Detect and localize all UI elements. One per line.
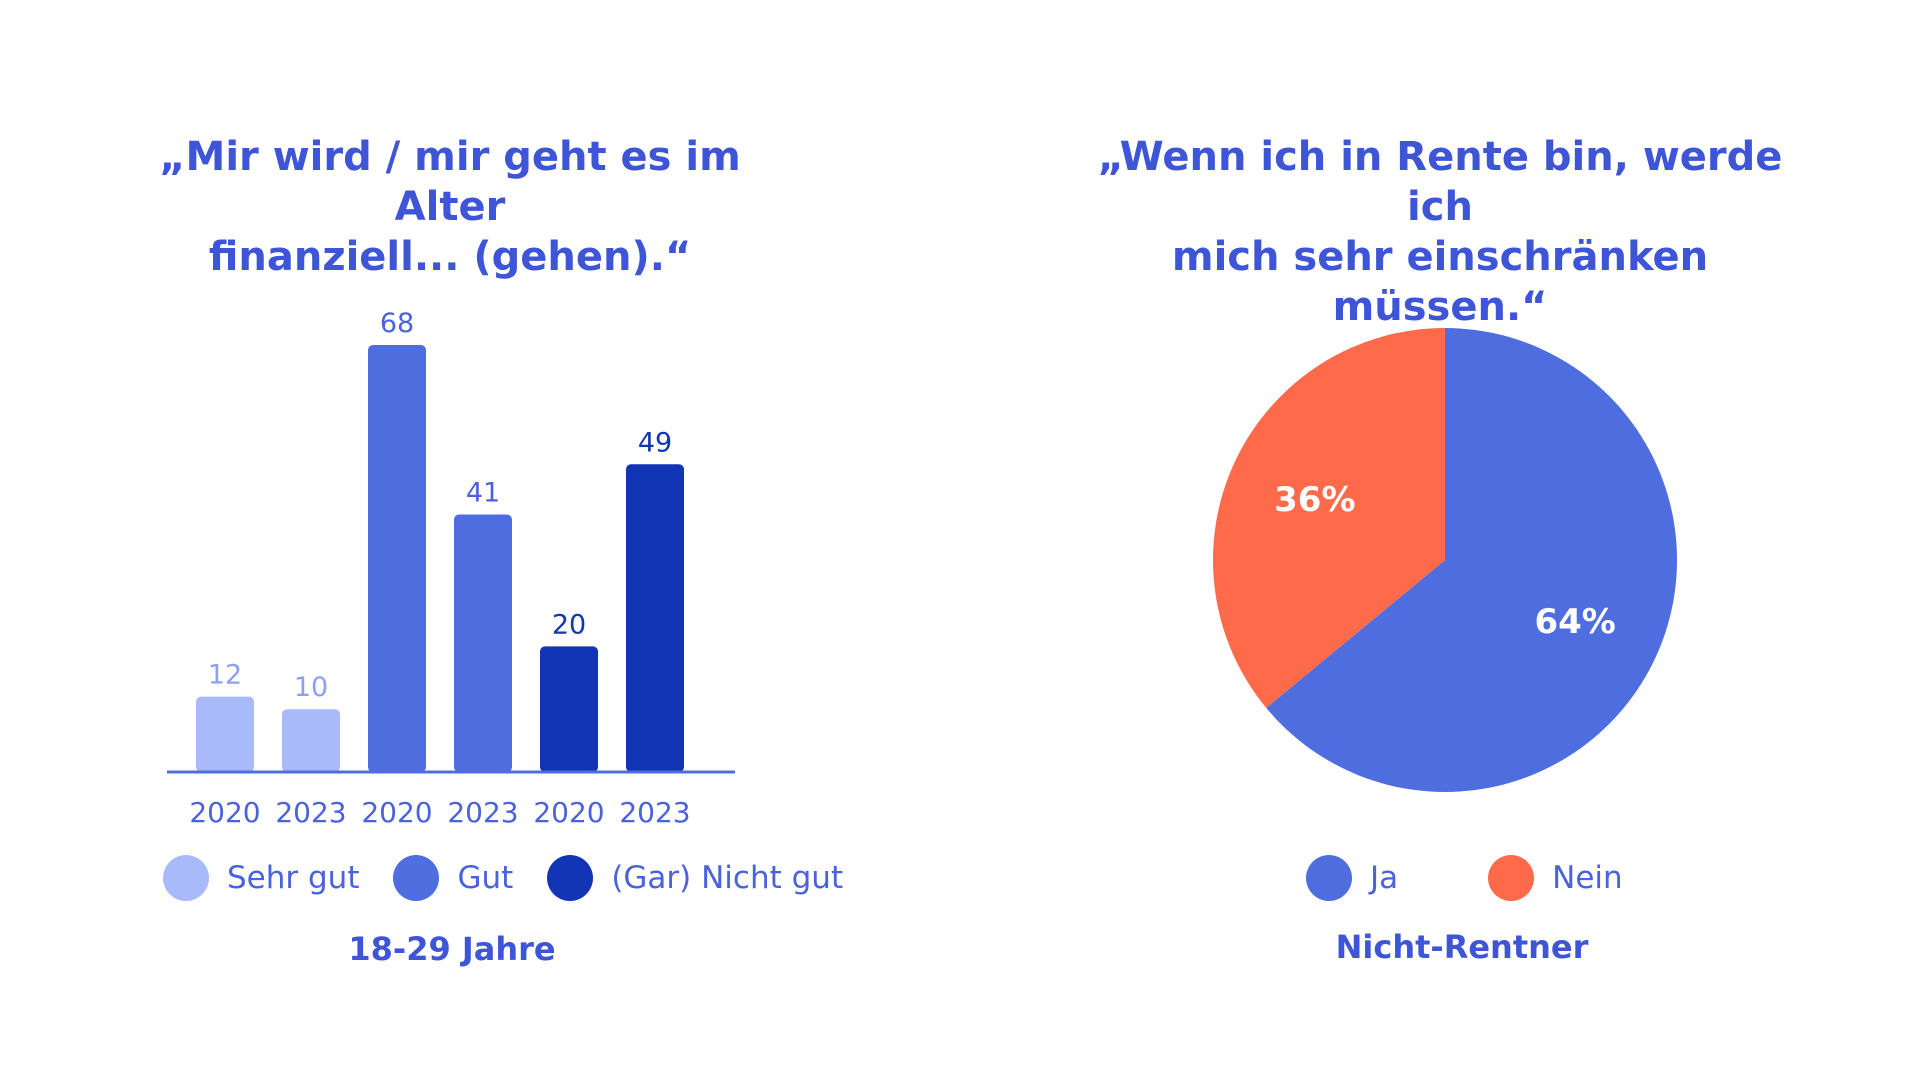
legend-item-gut: Gut bbox=[393, 855, 513, 901]
legend-item-nein: Nein bbox=[1488, 855, 1623, 901]
pie-slice-ja bbox=[1266, 328, 1678, 793]
bar bbox=[368, 345, 426, 772]
pie-chart-title-line-2: mich sehr einschränken müssen.“ bbox=[1171, 234, 1709, 330]
legend-label-nicht-gut: (Gar) Nicht gut bbox=[611, 860, 844, 896]
pie-chart-title-line-1: „Wenn ich in Rente bin, werde ich bbox=[1097, 134, 1783, 230]
pie-chart: 64% 36% bbox=[1213, 328, 1678, 793]
bar-chart-legend: Sehr gut Gut (Gar) Nicht gut bbox=[163, 855, 877, 901]
legend-dot-ja bbox=[1306, 855, 1352, 901]
pie-chart-subtitle: Nicht-Rentner bbox=[1335, 928, 1589, 966]
pie-chart-title: „Wenn ich in Rente bin, werde ich mich s… bbox=[1070, 132, 1810, 332]
bar bbox=[196, 696, 254, 772]
pie-slice-label: 36% bbox=[1274, 480, 1355, 520]
legend-item-ja: Ja bbox=[1306, 855, 1398, 901]
legend-dot-gut bbox=[393, 855, 440, 901]
legend-label-sehr-gut: Sehr gut bbox=[227, 860, 360, 896]
bar-chart-title-line-2: finanziell... (gehen).“ bbox=[208, 234, 692, 280]
pie-slice-nein bbox=[1213, 328, 1445, 708]
x-tick-label: 2023 bbox=[275, 796, 346, 829]
legend-dot-sehr-gut bbox=[163, 855, 209, 901]
legend-item-nicht-gut: (Gar) Nicht gut bbox=[547, 855, 843, 901]
bar-chart-title-line-1: „Mir wird / mir geht es im Alter bbox=[159, 134, 741, 230]
x-tick-label: 2023 bbox=[619, 796, 690, 829]
bar-value-label: 12 bbox=[208, 660, 242, 691]
legend-label-nein: Nein bbox=[1552, 860, 1623, 896]
bar-value-label: 10 bbox=[294, 672, 328, 703]
x-tick-label: 2023 bbox=[447, 796, 518, 829]
bar-value-label: 49 bbox=[638, 427, 672, 458]
bar-chart-title: „Mir wird / mir geht es im Alter finanzi… bbox=[100, 132, 800, 282]
x-tick-label: 2020 bbox=[189, 796, 260, 829]
legend-label-ja: Ja bbox=[1370, 860, 1399, 896]
pie-slice-label: 64% bbox=[1534, 602, 1615, 642]
legend-dot-nicht-gut bbox=[547, 855, 594, 901]
pie-chart-legend: Ja Nein bbox=[1306, 855, 1713, 901]
bar bbox=[454, 514, 512, 772]
bar-chart-subtitle: 18-29 Jahre bbox=[348, 930, 556, 968]
bar bbox=[282, 709, 340, 772]
bar-value-label: 68 bbox=[380, 308, 414, 339]
x-tick-label: 2020 bbox=[361, 796, 432, 829]
bar-value-label: 41 bbox=[466, 478, 500, 509]
legend-dot-nein bbox=[1488, 855, 1535, 901]
bar-value-label: 20 bbox=[552, 609, 586, 640]
x-tick-label: 2020 bbox=[533, 796, 604, 829]
legend-item-sehr-gut: Sehr gut bbox=[163, 855, 359, 901]
legend-label-gut: Gut bbox=[457, 860, 514, 896]
bar bbox=[626, 464, 684, 772]
bar bbox=[540, 646, 598, 772]
